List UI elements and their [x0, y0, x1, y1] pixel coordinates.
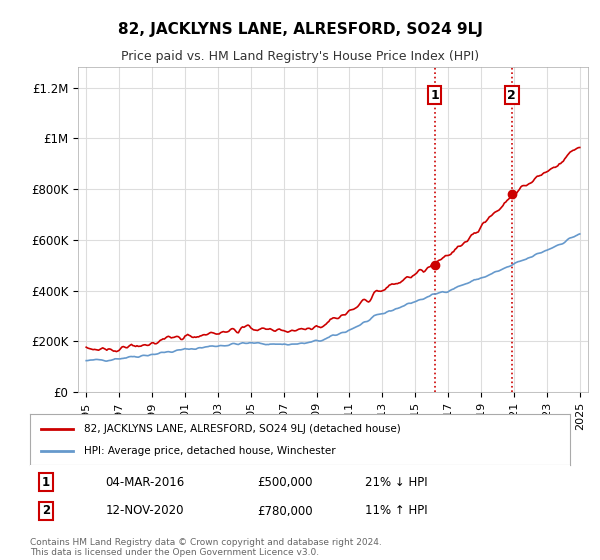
Text: £780,000: £780,000	[257, 505, 313, 517]
Text: 1: 1	[42, 475, 50, 488]
Text: 04-MAR-2016: 04-MAR-2016	[106, 475, 185, 488]
Text: £500,000: £500,000	[257, 475, 312, 488]
Text: 21% ↓ HPI: 21% ↓ HPI	[365, 475, 427, 488]
Text: 2: 2	[508, 89, 516, 102]
Text: Price paid vs. HM Land Registry's House Price Index (HPI): Price paid vs. HM Land Registry's House …	[121, 50, 479, 63]
Text: HPI: Average price, detached house, Winchester: HPI: Average price, detached house, Winc…	[84, 446, 335, 456]
Text: 1: 1	[430, 89, 439, 102]
Text: Contains HM Land Registry data © Crown copyright and database right 2024.
This d: Contains HM Land Registry data © Crown c…	[30, 538, 382, 557]
Text: 82, JACKLYNS LANE, ALRESFORD, SO24 9LJ (detached house): 82, JACKLYNS LANE, ALRESFORD, SO24 9LJ (…	[84, 423, 401, 433]
Text: 2: 2	[42, 505, 50, 517]
Text: 82, JACKLYNS LANE, ALRESFORD, SO24 9LJ: 82, JACKLYNS LANE, ALRESFORD, SO24 9LJ	[118, 22, 482, 38]
Text: 11% ↑ HPI: 11% ↑ HPI	[365, 505, 427, 517]
Text: 12-NOV-2020: 12-NOV-2020	[106, 505, 184, 517]
